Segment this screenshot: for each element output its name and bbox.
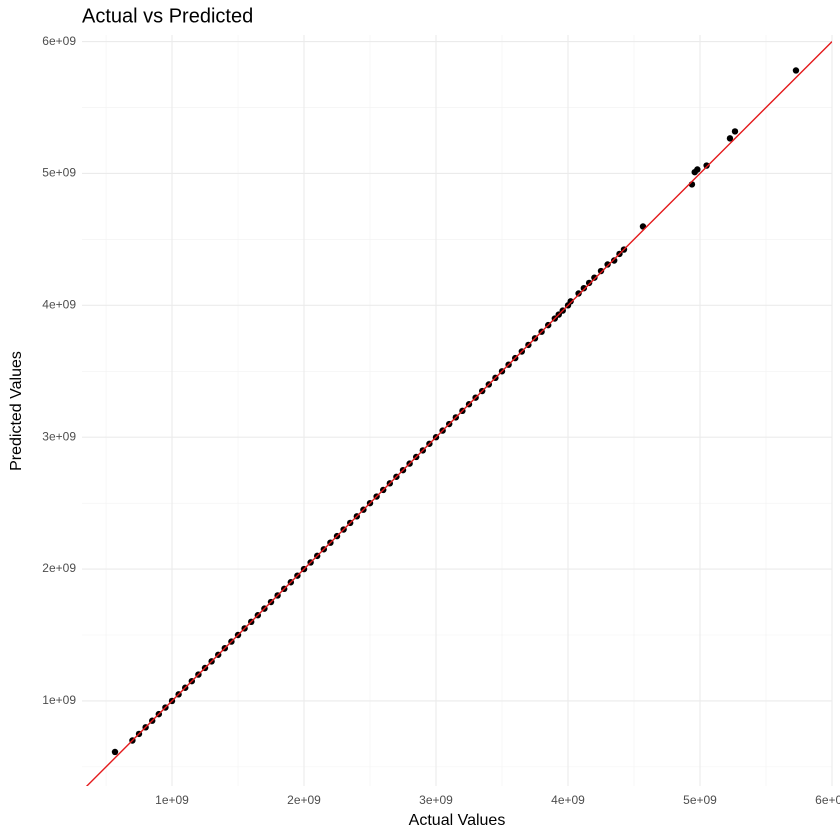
y-tick-label: 6e+09: [42, 34, 76, 48]
point: [585, 279, 593, 287]
point: [731, 128, 739, 135]
point: [792, 67, 800, 74]
points: [111, 67, 800, 756]
point: [604, 261, 611, 268]
y-tick-label: 3e+09: [42, 429, 76, 443]
point: [591, 274, 598, 281]
point: [575, 290, 582, 297]
point: [111, 748, 119, 756]
x-tick-label: 1e+09: [155, 793, 189, 807]
reference-line: [85, 41, 832, 786]
x-tick-label: 2e+09: [287, 793, 321, 807]
point: [694, 166, 701, 173]
grid: [82, 35, 833, 786]
y-tick-label: 5e+09: [42, 166, 76, 180]
point: [597, 267, 605, 275]
x-tick-label: 3e+09: [419, 793, 453, 807]
x-tick-label: 4e+09: [551, 793, 585, 807]
point: [567, 298, 574, 305]
point: [611, 257, 618, 264]
chart-title: Actual vs Predicted: [82, 5, 253, 27]
point: [580, 284, 588, 292]
y-axis-title: Predicted Values: [8, 351, 25, 471]
y-tick-label: 4e+09: [42, 298, 76, 312]
y-tick-label: 1e+09: [42, 693, 76, 707]
x-axis-title: Actual Values: [409, 812, 506, 829]
point: [703, 162, 710, 169]
point: [726, 135, 734, 142]
x-tick-label: 6e+09: [815, 793, 840, 807]
y-tick-label: 2e+09: [42, 561, 76, 575]
x-tick-label: 5e+09: [683, 793, 717, 807]
